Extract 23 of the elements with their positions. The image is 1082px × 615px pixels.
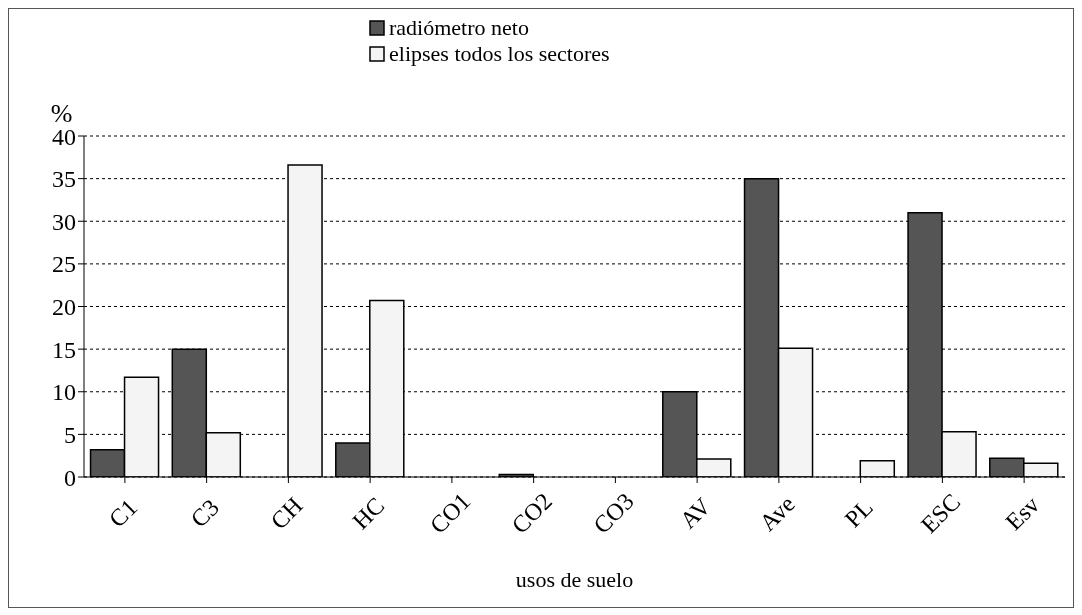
y-tick-label: 5 xyxy=(64,421,76,448)
x-tick-label: Esv xyxy=(1000,491,1045,536)
y-tick-label: 15 xyxy=(52,336,76,363)
x-tick-label: CO2 xyxy=(506,488,558,539)
legend-label: radiómetro neto xyxy=(389,15,529,41)
x-tick-label: Ave xyxy=(754,490,800,536)
y-tick-label: 10 xyxy=(52,379,76,406)
x-tick-label: CO3 xyxy=(588,488,639,539)
x-axis-title: usos de suelo xyxy=(515,567,634,592)
x-tick-label: CH xyxy=(265,492,308,535)
y-tick-label: 35 xyxy=(52,166,76,193)
x-tick-label: HC xyxy=(347,492,390,535)
legend-label: elipses todos los sectores xyxy=(389,41,610,67)
x-tick-label: PL xyxy=(839,494,878,533)
y-tick-label: 30 xyxy=(52,208,76,235)
y-tick-label: 25 xyxy=(52,251,76,278)
x-tick-label: ESC xyxy=(915,488,966,538)
x-tick-label: C3 xyxy=(185,494,224,533)
x-tick-label: C1 xyxy=(104,494,143,533)
x-tick-label: CO1 xyxy=(424,488,476,539)
y-tick-label: 0 xyxy=(64,464,76,491)
y-tick-label: 20 xyxy=(52,294,76,321)
x-tick-label: AV xyxy=(675,492,717,534)
